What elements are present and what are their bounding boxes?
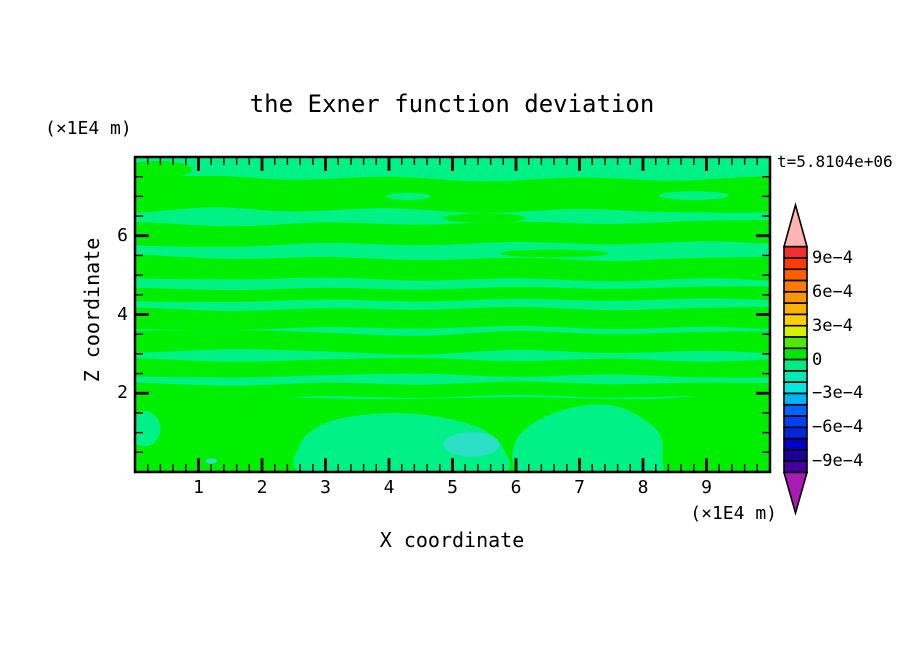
colorbar-segment [783, 291, 808, 304]
contour-spot [135, 410, 161, 447]
x-axis-label: X coordinate [379, 528, 525, 552]
colorbar-over-arrow [782, 201, 809, 248]
z-tick-label: 2 [117, 382, 128, 404]
contour-blob [512, 404, 664, 472]
colorbar-tick-label: 3e−4 [812, 315, 853, 336]
colorbar-segment [783, 449, 808, 463]
colorbar-segment [783, 437, 808, 451]
colorbar-segment [783, 279, 808, 293]
colorbar-segment [783, 347, 808, 361]
colorbar [782, 201, 809, 516]
colorbar-segment [783, 392, 808, 406]
contour-band [135, 381, 770, 400]
contour-spot [658, 191, 729, 200]
colorbar-segment [783, 257, 808, 271]
x-tick-label: 3 [320, 477, 331, 498]
x-tick-label: 1 [193, 477, 204, 498]
colorbar-tick-label: 0 [812, 349, 823, 370]
colorbar-segment [783, 358, 808, 372]
contour-band [135, 254, 770, 282]
z-axis-unit: (×1E4 m) [45, 118, 132, 139]
axis-ticks [136, 158, 769, 471]
contour-band [135, 307, 770, 330]
x-tick-label: 8 [637, 477, 649, 498]
colorbar-segment [783, 403, 808, 417]
z-tick-label: 6 [117, 224, 128, 246]
x-axis-unit: (×1E4 m) [690, 503, 777, 524]
colorbar-under-arrow [782, 471, 809, 516]
colorbar-segment [783, 370, 808, 383]
contour-band [135, 330, 770, 355]
colorbar-tick-label: 6e−4 [812, 281, 853, 302]
colorbar-tick-label: −3e−4 [812, 383, 864, 404]
colorbar-segment [783, 324, 808, 338]
x-tick-label: 5 [447, 477, 458, 498]
plot-frame [133, 155, 772, 474]
colorbar-segment [783, 460, 808, 474]
x-tick-label: 7 [574, 477, 585, 498]
colorbar-tick-label: −6e−4 [812, 417, 864, 438]
contour-blob [293, 412, 511, 472]
contour-spot [443, 432, 500, 457]
contour-spot [135, 160, 193, 179]
z-tick-label: 4 [117, 303, 128, 325]
contour-spot [385, 192, 431, 200]
x-tick-label: 6 [510, 477, 522, 498]
colorbar-segment [783, 313, 808, 327]
colorbar-segment [783, 245, 808, 259]
contour-band [135, 220, 770, 247]
contour-field [135, 157, 770, 472]
contour-spot [205, 458, 217, 464]
time-annotation: t=5.8104e+06 [777, 152, 893, 171]
colorbar-segment [783, 415, 808, 429]
x-tick-label: 2 [256, 477, 268, 498]
colorbar-segment [783, 336, 808, 350]
colorbar-segment [783, 268, 808, 282]
colorbar-segment [783, 381, 808, 395]
colorbar-tick-label: 9e−4 [812, 247, 853, 268]
contour-band [135, 357, 770, 378]
colorbar-segment [783, 426, 808, 440]
contour-band [135, 286, 770, 302]
contour-spot [500, 249, 609, 258]
colorbar-tick-label: −9e−4 [812, 451, 864, 472]
contour-band [135, 175, 770, 213]
plot-title: the Exner function deviation [249, 90, 655, 118]
colorbar-segment [783, 302, 808, 316]
x-tick-label: 9 [701, 477, 712, 498]
contour-spot [442, 213, 526, 223]
x-tick-label: 4 [383, 477, 395, 498]
